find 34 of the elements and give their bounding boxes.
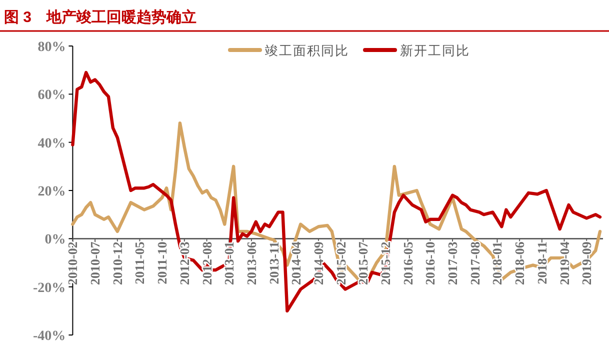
x-tick-label: 2015-02 — [333, 242, 348, 286]
x-tick-label: 2013-01 — [222, 242, 237, 286]
chart-title: 图 3 地产竣工回暖趋势确立 — [4, 8, 197, 26]
x-tick-label: 2012-03 — [176, 241, 192, 286]
x-tick-label: 2014-04 — [288, 241, 304, 286]
legend-label: 竣工面积同比 — [265, 43, 349, 58]
x-tick-label: 2010-02 — [65, 242, 80, 286]
x-tick-label: 2011-05 — [132, 241, 148, 284]
x-tick-label: 2016-10 — [422, 242, 438, 286]
y-tick-label: 0% — [44, 232, 66, 248]
x-tick-label: 2018-11 — [534, 242, 550, 284]
x-tick-label: 2017-03 — [445, 241, 460, 286]
y-tick-label: -20% — [33, 280, 66, 296]
x-tick-label: 2010-07 — [88, 241, 103, 286]
x-tick-label: 2012-08 — [199, 241, 214, 286]
x-tick-label: 2018-06 — [512, 241, 528, 286]
x-tick-label: 2018-01 — [490, 242, 505, 286]
y-tick-label: -40% — [33, 329, 66, 344]
y-tick-label: 40% — [38, 136, 66, 152]
x-tick-label: 2019-04 — [556, 241, 572, 286]
x-tick-label: 2019-09 — [579, 241, 594, 286]
x-tick-label: 2010-12 — [110, 242, 125, 286]
x-tick-label: 2017-08 — [467, 241, 482, 286]
x-tick-label: 2015-07 — [356, 241, 371, 286]
x-tick-label: 2011-10 — [154, 242, 170, 284]
y-tick-label: 20% — [38, 184, 66, 200]
legend-label: 新开工同比 — [400, 43, 470, 58]
x-tick-label: 2014-09 — [310, 241, 326, 286]
y-tick-label: 80% — [38, 40, 66, 55]
x-tick-label: 2013-06 — [244, 241, 259, 286]
x-tick-label: 2013-11 — [266, 242, 282, 284]
y-tick-label: 60% — [38, 88, 66, 104]
x-tick-label: 2016-05 — [400, 241, 416, 286]
x-tick-label: 2015-12 — [378, 242, 394, 286]
